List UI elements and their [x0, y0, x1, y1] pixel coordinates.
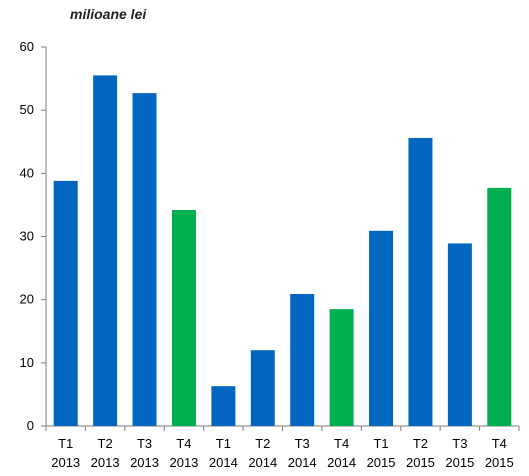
- x-tick-label-year: 2014: [209, 455, 238, 470]
- bar: [487, 187, 512, 426]
- y-tick-label: 30: [20, 229, 34, 244]
- x-tick-label-year: 2014: [248, 455, 277, 470]
- y-tick-label: 20: [20, 292, 34, 307]
- x-tick-label-year: 2014: [327, 455, 356, 470]
- y-tick-label: 10: [20, 355, 34, 370]
- bar: [53, 180, 78, 426]
- y-tick-label: 0: [27, 418, 34, 433]
- bar: [211, 386, 236, 426]
- y-tick-label: 50: [20, 102, 34, 117]
- y-tick-label: 60: [20, 39, 34, 54]
- x-tick-label-year: 2013: [130, 455, 159, 470]
- bar: [132, 93, 157, 426]
- x-tick-label-quarter: T2: [98, 436, 113, 451]
- x-tick-label-quarter: T3: [295, 436, 310, 451]
- x-tick-label-year: 2013: [169, 455, 198, 470]
- bar: [369, 230, 394, 426]
- bar: [171, 209, 196, 426]
- bar: [329, 309, 354, 426]
- x-tick-label-year: 2013: [91, 455, 120, 470]
- x-tick-label-year: 2015: [485, 455, 514, 470]
- x-tick-label-year: 2015: [367, 455, 396, 470]
- bar: [93, 75, 118, 427]
- x-tick-label-quarter: T1: [373, 436, 388, 451]
- x-tick-label-year: 2014: [288, 455, 317, 470]
- x-tick-label-quarter: T4: [492, 436, 507, 451]
- x-tick-label-quarter: T3: [452, 436, 467, 451]
- x-tick-label-quarter: T2: [255, 436, 270, 451]
- x-tick-label-year: 2015: [406, 455, 435, 470]
- x-tick-label-quarter: T1: [216, 436, 231, 451]
- x-tick-label-year: 2015: [445, 455, 474, 470]
- bar: [250, 350, 275, 426]
- unit-label: milioane lei: [70, 6, 147, 22]
- x-tick-label-quarter: T4: [176, 436, 191, 451]
- bar: [290, 293, 315, 426]
- x-tick-label-quarter: T3: [137, 436, 152, 451]
- x-tick-label-quarter: T4: [334, 436, 349, 451]
- x-tick-label-year: 2013: [51, 455, 80, 470]
- bar: [408, 137, 433, 426]
- x-tick-label-quarter: T1: [58, 436, 73, 451]
- y-tick-label: 40: [20, 165, 34, 180]
- bar: [447, 243, 472, 426]
- x-tick-label-quarter: T2: [413, 436, 428, 451]
